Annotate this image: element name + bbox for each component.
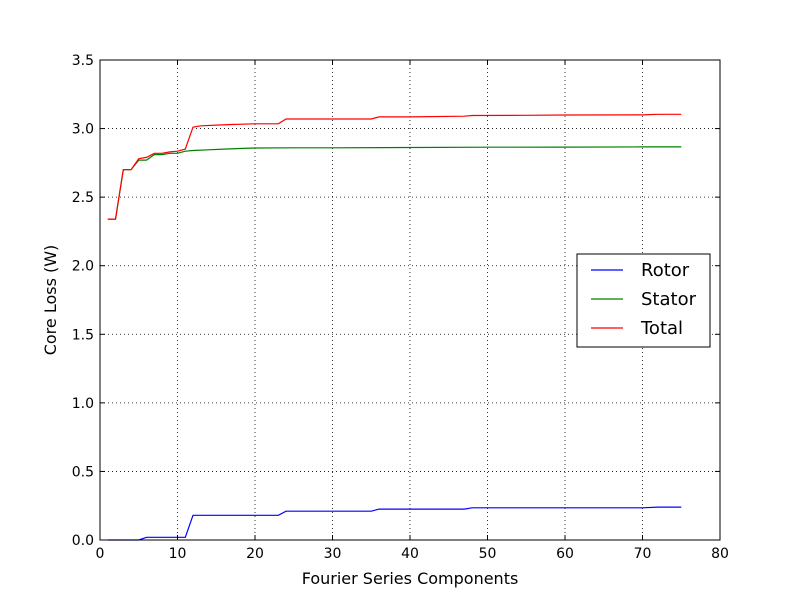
x-tick-label: 30 bbox=[324, 546, 342, 562]
y-tick-label: 1.5 bbox=[72, 327, 94, 343]
x-tick-label: 50 bbox=[479, 546, 497, 562]
x-tick-label: 40 bbox=[401, 546, 419, 562]
legend-box bbox=[576, 253, 711, 348]
x-tick-label: 0 bbox=[96, 546, 105, 562]
y-axis-label: Core Loss (W) bbox=[41, 245, 60, 356]
y-tick-label: 1.0 bbox=[72, 396, 94, 412]
axis-ticks: 0 10 20 30 40 50 60 70 80 0.0 0.5 1.0 1.5 2.0 2.5 3.0 3.… bbox=[72, 53, 729, 562]
y-tick-label: 0.5 bbox=[72, 464, 94, 480]
y-tick-label: 2.0 bbox=[72, 259, 94, 275]
y-tick-label: 3.0 bbox=[72, 122, 94, 138]
series-line-rotor bbox=[107, 506, 682, 541]
series-layer bbox=[107, 113, 682, 541]
legend-label-rotor: Rotor bbox=[641, 260, 690, 281]
legend-label-total: Total bbox=[640, 318, 683, 339]
series-line-total bbox=[107, 113, 682, 220]
x-tick-label: 10 bbox=[169, 546, 187, 562]
y-tick-label: 3.5 bbox=[72, 53, 94, 69]
x-tick-label: 60 bbox=[556, 546, 574, 562]
y-tick-label: 0.0 bbox=[72, 533, 94, 549]
x-tick-label: 70 bbox=[634, 546, 652, 562]
legend-label-stator: Stator bbox=[641, 289, 697, 310]
legend: Rotor Stator Total bbox=[576, 253, 711, 348]
x-tick-label: 80 bbox=[711, 546, 729, 562]
x-tick-label: 20 bbox=[246, 546, 264, 562]
y-tick-label: 2.5 bbox=[72, 190, 94, 206]
x-axis-label: Fourier Series Components bbox=[302, 569, 519, 588]
